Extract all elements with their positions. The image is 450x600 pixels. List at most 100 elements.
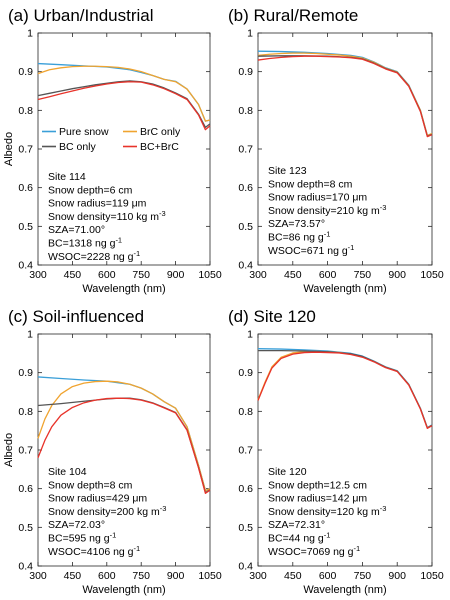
info-line: Site 114: [48, 171, 86, 183]
panel-title: (c) Soil-influenced: [8, 307, 144, 326]
info-line: SZA=72.31°: [268, 519, 325, 531]
info-line-sup: -3: [160, 503, 167, 512]
x-tick-label: 750: [354, 570, 372, 582]
x-axis-label: Wavelength (nm): [303, 584, 386, 596]
y-tick-label: 0.6: [238, 182, 253, 194]
info-line: Snow radius=142 μm: [268, 493, 367, 505]
info-line-sup: -1: [115, 235, 122, 244]
info-line-sup: -3: [380, 503, 387, 512]
info-line: Snow depth=8 cm: [268, 178, 353, 190]
panel-4: (d) Site 120 0.4 0.5 0.6 0.7 0.8 0.9 1 300 450 600…: [228, 307, 444, 596]
y-tick-label: 0.4: [18, 260, 33, 272]
y-tick-label: 0.7: [18, 445, 33, 457]
x-tick-label: 1050: [420, 269, 444, 281]
y-tick-label: 0.9: [18, 367, 33, 379]
x-axis-label: Wavelength (nm): [82, 584, 165, 596]
info-line: Site 120: [268, 466, 307, 478]
info-line: WSOC=4106 ng g-1: [48, 543, 140, 558]
x-tick-label: 450: [284, 269, 302, 281]
y-tick-label: 0.8: [18, 105, 33, 117]
y-tick-label: 0.9: [238, 66, 253, 78]
y-tick-label: 1: [247, 329, 253, 341]
series-line-brc: [37, 380, 211, 492]
series-line-brc: [257, 350, 433, 429]
x-tick-label: 1050: [198, 570, 222, 582]
info-line: Snow radius=119 μm: [48, 198, 147, 210]
x-tick-label: 900: [388, 570, 406, 582]
info-line-sup: -3: [380, 202, 387, 211]
y-tick-label: 1: [247, 28, 253, 40]
info-line-sup: -1: [348, 242, 355, 251]
info-line: SZA=71.00°: [48, 224, 105, 236]
legend-label: BC+BrC: [140, 141, 179, 153]
x-tick-label: 600: [319, 269, 337, 281]
info-line: Site 104: [48, 466, 87, 478]
x-tick-label: 750: [354, 269, 372, 281]
info-line-sup: -1: [354, 543, 361, 552]
x-tick-label: 600: [98, 570, 116, 582]
panel-3: (c) Soil-influenced 0.4 0.5 0.6 0.7 0.8 0.9 1 30…: [3, 307, 222, 596]
series-line-brc: [257, 52, 433, 137]
x-tick-label: 300: [249, 570, 267, 582]
series-line-bcbrc: [37, 397, 211, 494]
info-line: Snow density=210 kg m-3: [268, 202, 386, 217]
y-tick-label: 0.4: [18, 561, 33, 573]
series-line-bcbrc: [257, 351, 433, 429]
x-tick-label: 300: [29, 269, 47, 281]
y-tick-label: 0.6: [18, 182, 33, 194]
y-tick-label: 0.8: [18, 406, 33, 418]
series-line-pure: [257, 348, 433, 429]
panel-1: (a) Urban/Industrial 0.4 0.5 0.6 0.7 0.8 0.9 1 3…: [3, 6, 222, 295]
y-tick-label: 0.5: [18, 221, 33, 233]
y-tick-label: 0.4: [238, 260, 253, 272]
info-line-sup: -1: [134, 543, 141, 552]
info-line-sup: -3: [159, 208, 166, 217]
panel-title: (a) Urban/Industrial: [8, 6, 154, 25]
legend: Pure snow BrC only BC only BC+BrC: [42, 126, 181, 153]
x-tick-label: 300: [29, 570, 47, 582]
info-line: WSOC=7069 ng g-1: [268, 543, 360, 558]
x-tick-label: 450: [64, 269, 82, 281]
x-axis-label: Wavelength (nm): [303, 283, 386, 295]
y-tick-label: 0.5: [18, 522, 33, 534]
y-tick-label: 0.7: [238, 445, 253, 457]
x-tick-label: 450: [284, 570, 302, 582]
y-tick-label: 0.9: [18, 66, 33, 78]
legend-label: Pure snow: [59, 126, 109, 138]
series-line-bcbrc: [37, 81, 211, 131]
info-line: BC=595 ng g-1: [48, 530, 116, 545]
series-line-pure: [37, 62, 211, 122]
legend-label: BrC only: [140, 126, 181, 138]
info-line: Snow depth=6 cm: [48, 184, 133, 196]
x-tick-label: 1050: [198, 269, 222, 281]
y-tick-label: 0.8: [238, 105, 253, 117]
y-tick-label: 0.5: [238, 221, 253, 233]
x-tick-label: 450: [64, 570, 82, 582]
info-line-sup: -1: [134, 248, 141, 257]
info-line: BC=86 ng g-1: [268, 229, 330, 244]
y-tick-label: 1: [27, 329, 33, 341]
info-line: SZA=73.57°: [268, 218, 325, 230]
info-line: WSOC=671 ng g-1: [268, 242, 354, 256]
info-line: BC=1318 ng g-1: [48, 235, 122, 250]
series-line-brc: [37, 65, 211, 122]
info-line-sup: -1: [110, 530, 117, 539]
y-tick-label: 0.9: [238, 367, 253, 379]
y-tick-label: 0.6: [238, 483, 253, 495]
info-line-sup: -1: [324, 530, 331, 539]
info-line: Site 123: [268, 165, 307, 177]
x-tick-label: 1050: [420, 570, 444, 582]
info-line: Snow density=120 kg m-3: [268, 503, 386, 518]
series-line-bcbrc: [257, 55, 433, 138]
y-tick-label: 0.7: [238, 144, 253, 156]
y-tick-label: 0.4: [238, 561, 253, 573]
y-tick-label: 0.7: [18, 144, 33, 156]
x-tick-label: 900: [167, 269, 185, 281]
info-line: Snow depth=12.5 cm: [268, 479, 367, 491]
info-line-sup: -1: [324, 229, 331, 238]
y-axis-label: Albedo: [3, 132, 15, 166]
info-line: SZA=72.03°: [48, 519, 105, 531]
legend-label: BC only: [59, 141, 97, 153]
info-line: Snow depth=8 cm: [48, 479, 133, 491]
